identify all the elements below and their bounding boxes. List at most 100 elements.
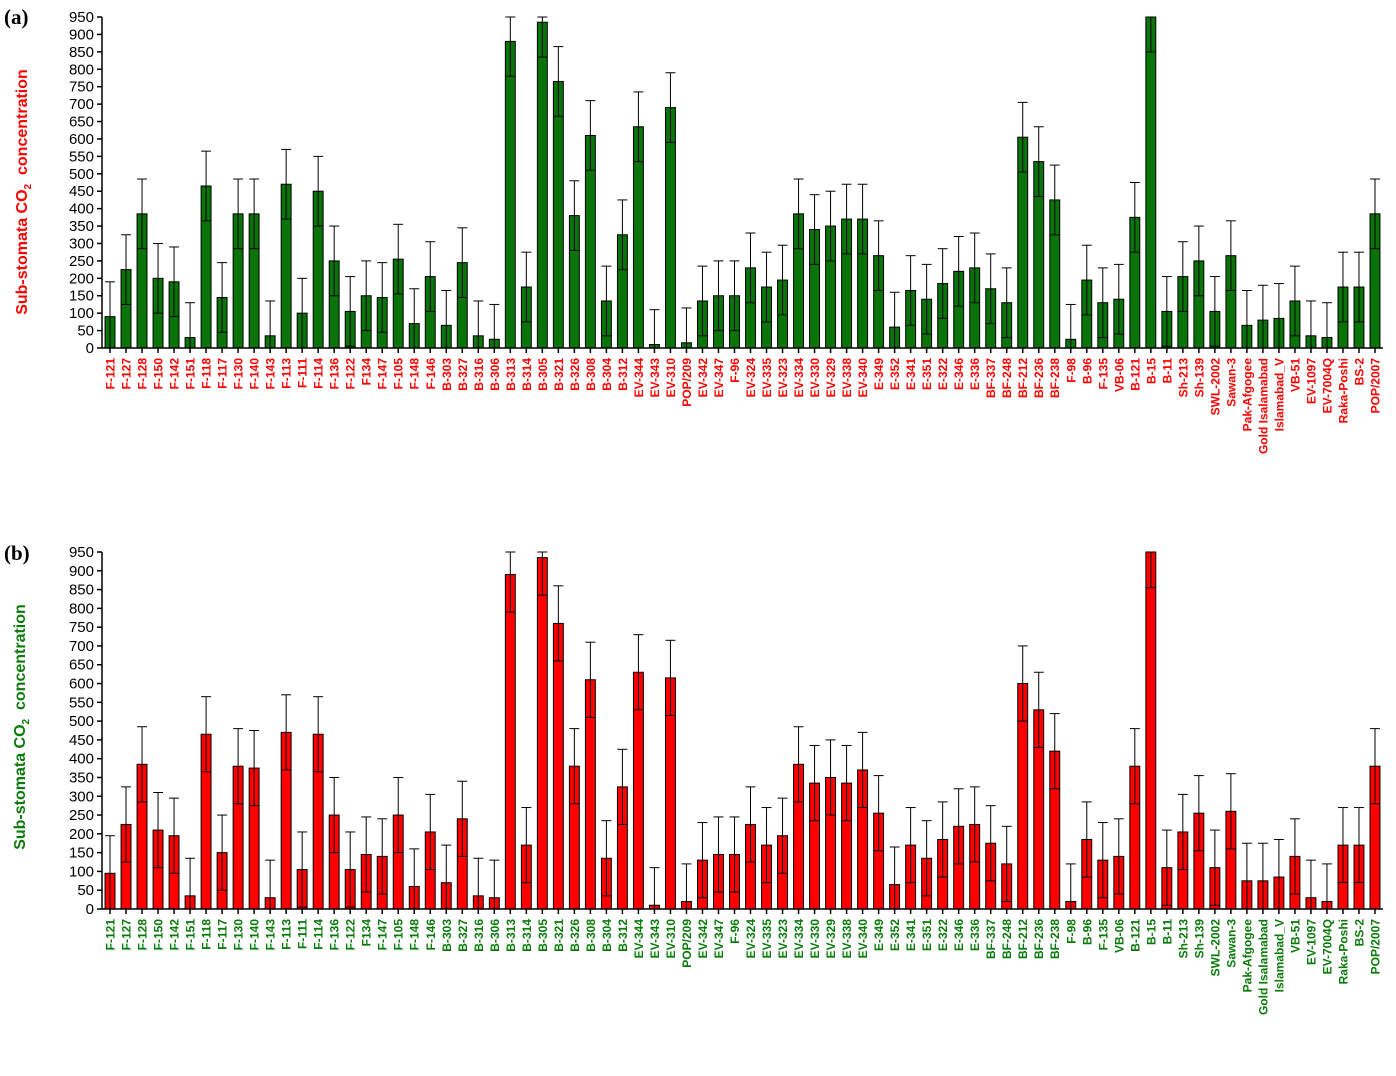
panel-a-x-tick-label: F-113 (280, 358, 294, 389)
panel-a-y-tick-label: 450 (69, 183, 94, 200)
panel-b-x-tick-label: BF-212 (1016, 919, 1030, 959)
panel-a-y-tick-label: 650 (69, 114, 94, 131)
panel-a-y-tick-label: 350 (69, 218, 94, 235)
panel-b-bar (536, 557, 548, 910)
panel-a-x-tick-label: F-121 (104, 358, 118, 390)
panel-a-y-tick-label: 100 (69, 305, 94, 322)
panel-b-x-tick-label: E-336 (968, 919, 982, 951)
panel-a-y-tick-label: 500 (69, 166, 94, 183)
panel-b-x-tick-label: F-98 (1064, 919, 1078, 944)
panel-a-y-tick-label: 600 (69, 131, 94, 148)
panel-a-y-tick-label: 950 (69, 9, 94, 26)
panel-b-y-tick-label: 450 (69, 732, 94, 749)
panel-a-x-tick-label: F-135 (1096, 358, 1110, 390)
panel-b-y-tick-label: 850 (69, 582, 94, 599)
panel-a-y-axis-label: Sub-stomata CO2 concentration (14, 69, 34, 315)
panel-b-x-tick-label: F-136 (328, 919, 342, 951)
panel-b-x-tick-label: F-111 (296, 919, 310, 949)
panel-a-x-tick-label: EV-340 (856, 358, 870, 398)
panel-b-y-tick-label: 350 (69, 769, 94, 786)
panel-b-x-tick-label: F-148 (408, 919, 422, 951)
panel-a-y-tick-label: 200 (69, 270, 94, 287)
panel-a-x-tick-label: EV-1097 (1304, 358, 1318, 404)
panel-b-x-tick-label: B-327 (456, 919, 470, 952)
panel-b-x-tick-label: EV-323 (776, 919, 790, 959)
panel-a-x-tick-label: F-148 (408, 358, 422, 390)
panel-a-x-tick-label: EV-334 (792, 358, 806, 398)
panel-a-x-tick-label: BS-2 (1352, 358, 1366, 386)
panel-b-x-tick-label: E-346 (952, 919, 966, 951)
panel-a-x-tick-label: EV-343 (648, 358, 662, 398)
panel-b-x-tick-label: Gold Isalamabad (1256, 919, 1270, 1015)
panel-a-x-tick-label: F-114 (312, 358, 326, 389)
panel-b-y-tick-label: 500 (69, 713, 94, 730)
panel-a-x-tick-label: B-308 (584, 358, 598, 391)
panel-a-x-tick-label: Sawan-3 (1224, 358, 1238, 407)
panel-a-x-tick-label: B-15 (1144, 358, 1158, 384)
panel-a-x-tick-label: F-150 (152, 358, 166, 390)
panel-b-x-tick-label: F-146 (424, 919, 438, 951)
panel-a-x-tick-label: F-117 (216, 358, 230, 389)
panel-a-x-tick-label: EV-344 (632, 358, 646, 398)
panel-b-x-tick-label: B-96 (1080, 919, 1094, 945)
panel-b-x-tick-label: B-303 (440, 919, 454, 952)
panel-b-x-tick-label: B-15 (1144, 919, 1158, 945)
panel-b-x-tick-label: F-143 (264, 919, 278, 951)
panel-a-x-tick-label: F-146 (424, 358, 438, 390)
panel-a-x-tick-label: BF-212 (1016, 358, 1030, 398)
panel-b-x-tick-label: EV-310 (664, 919, 678, 959)
panel-a-x-tick-label: B-96 (1080, 358, 1094, 384)
panel-a-y-tick-label: 800 (69, 61, 94, 78)
panel-a-x-tick-label: EV-329 (824, 358, 838, 398)
panel-b-x-tick-label: E-349 (872, 919, 886, 951)
panel-b-x-tick-label: F-150 (152, 919, 166, 951)
panel-b-x-tick-label: F-117 (216, 919, 230, 950)
panel-b-y-tick-label: 600 (69, 676, 94, 693)
panel-b-x-tick-label: B-313 (504, 919, 518, 952)
panel-b-x-tick-label: B-306 (488, 919, 502, 952)
panel-a-x-tick-label: F-142 (168, 358, 182, 390)
panel-b-x-tick-label: E-351 (920, 919, 934, 951)
panel-b-x-tick-label: EV-340 (856, 919, 870, 959)
panel-a-x-tick-label: F-105 (392, 358, 406, 390)
panel-b-y-axis-label: Sub-stomata CO2 concentration (12, 604, 32, 850)
panel-a-x-tick-label: B-316 (472, 358, 486, 391)
panel-a-x-tick-label: F-147 (376, 358, 390, 390)
panel-a-x-tick-label: BF-236 (1032, 358, 1046, 398)
panel-b-x-tick-label: VB-06 (1112, 919, 1126, 953)
panel-a-x-tick-label: B-312 (616, 358, 630, 391)
panel-a-x-tick-label: EV-324 (744, 358, 758, 398)
panel-b-x-tick-label: POP/209 (680, 919, 694, 968)
panel-b-x-tick-label: B-326 (568, 919, 582, 952)
panel-a-x-tick-label: Raka-Poshi (1336, 358, 1350, 423)
panel-b-x-tick-label: F-130 (232, 919, 246, 951)
panel-b-x-tick-label: EV-343 (648, 919, 662, 959)
panel-a-x-tick-label: EV-347 (712, 358, 726, 398)
panel-b-x-tick-label: VB-51 (1288, 919, 1302, 953)
panel-a-x-tick-label: Sh-213 (1176, 358, 1190, 398)
panel-b-x-tick-label: Sawan-3 (1224, 919, 1238, 968)
panel-b-x-tick-label: EV-324 (744, 919, 758, 959)
panel-a-x-tick-label: E-322 (936, 358, 950, 390)
panel-b-chart: (b) Sub-stomata CO2 concentration 0 50 100… (4, 541, 1383, 1015)
panel-a-bar (536, 21, 548, 349)
panel-b-y-tick-label: 800 (69, 600, 94, 617)
panel-a-bar (504, 40, 516, 349)
panel-b-x-tick-label: F-114 (312, 919, 326, 950)
panel-a-x-tick-label: F-130 (232, 358, 246, 390)
panel-a-x-tick-label: Sh-139 (1192, 358, 1206, 398)
panel-a-x-tick-label: E-336 (968, 358, 982, 390)
panel-b-x-tick-label: B-312 (616, 919, 630, 952)
panel-b-bar (552, 622, 564, 910)
panel-b-x-tick-label: F-105 (392, 919, 406, 951)
panel-a-y-tick-label: 50 (77, 323, 94, 340)
panel-a-x-tick-label: B-321 (552, 358, 566, 391)
panel-b-bar (504, 574, 516, 910)
panel-a-x-tick-label: B-305 (536, 358, 550, 391)
panel-a-x-tick-label: B-314 (520, 358, 534, 391)
panel-a-x-tick-label: EV-330 (808, 358, 822, 398)
panel-b-x-tick-label: Sh-213 (1176, 919, 1190, 959)
panel-a-y-tick-label: 150 (69, 288, 94, 305)
panel-b-y-tick-label: 750 (69, 619, 94, 636)
